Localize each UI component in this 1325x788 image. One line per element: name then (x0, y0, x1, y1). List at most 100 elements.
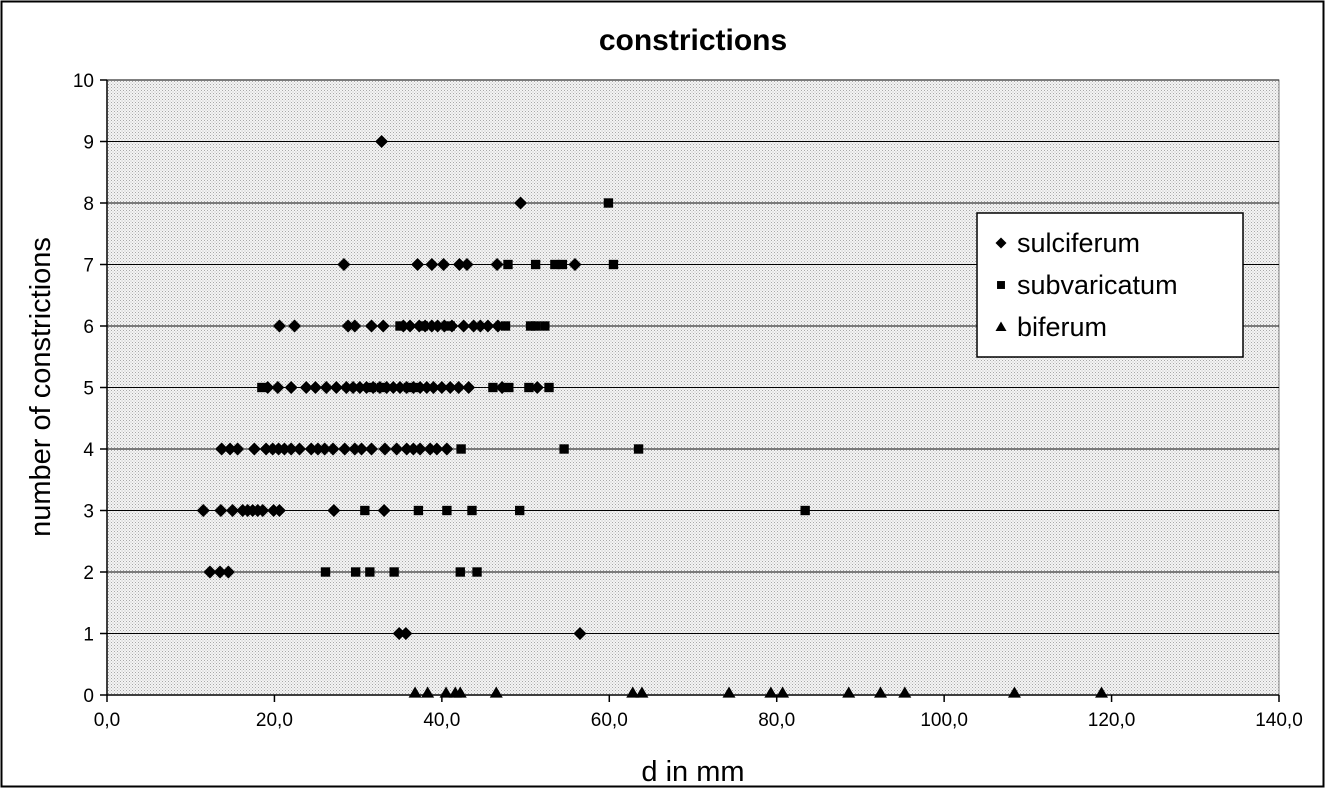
data-point-diamond (514, 196, 528, 210)
y-tick-label: 10 (73, 71, 94, 92)
data-point-diamond (376, 319, 390, 333)
data-point-diamond (386, 381, 400, 394)
data-point-diamond (346, 381, 360, 394)
data-point-square (442, 505, 452, 516)
data-point-square (472, 567, 482, 577)
data-point-diamond (299, 381, 313, 394)
data-point-diamond (348, 442, 362, 456)
data-point-diamond (337, 258, 351, 271)
y-tick-label: 2 (83, 563, 94, 584)
data-point-square (403, 382, 414, 393)
data-point-diamond (272, 319, 286, 333)
x-axis-ticks: 0,0 20,0 40,0 60,0 80,0 100,0 120,0 140,0 (94, 695, 1303, 731)
data-point-square (413, 505, 424, 516)
data-point-diamond (304, 442, 318, 456)
data-point-diamond (214, 504, 228, 517)
data-point-triangle (764, 686, 778, 698)
data-point-diamond (437, 258, 451, 271)
chart-title: constrictions (599, 24, 787, 57)
data-point-square (530, 321, 541, 331)
legend-label: sulciferum (1017, 228, 1140, 258)
data-point-triangle (722, 686, 736, 698)
data-point-diamond (425, 258, 439, 271)
data-point-diamond (338, 442, 352, 456)
y-tick-label: 1 (83, 625, 94, 646)
x-tick-label: 100,0 (920, 710, 968, 731)
data-point-diamond (377, 504, 391, 517)
data-point-square (488, 382, 498, 393)
y-tick-label: 6 (83, 317, 94, 338)
data-point-diamond (467, 319, 481, 333)
data-point-diamond (293, 442, 307, 456)
x-tick-label: 60,0 (591, 710, 628, 731)
data-point-diamond (247, 442, 261, 456)
data-point-square (633, 444, 644, 454)
legend-marker-diamond (995, 237, 1007, 249)
data-point-diamond (341, 319, 355, 333)
legend-marker-square (997, 281, 1005, 289)
data-point-square (525, 321, 536, 331)
data-point-square (412, 382, 422, 393)
data-point-diamond (319, 381, 333, 394)
legend-label: biferum (1017, 312, 1107, 342)
data-point-diamond (277, 442, 291, 456)
data-point-square (350, 567, 361, 577)
data-point-square (544, 382, 554, 393)
x-tick-label: 120,0 (1088, 710, 1136, 731)
data-point-diamond (365, 442, 379, 456)
legend-item-biferum: biferum (995, 312, 1107, 342)
data-point-diamond (308, 381, 322, 394)
data-point-diamond (452, 258, 466, 271)
data-point-triangle (842, 686, 856, 698)
data-point-diamond (311, 442, 325, 456)
data-point-diamond (490, 258, 504, 271)
data-point-square (389, 567, 399, 577)
series-biferum (408, 686, 1109, 698)
x-tick-label: 20,0 (256, 710, 293, 731)
data-point-diamond (231, 442, 245, 456)
data-point-diamond (400, 442, 414, 456)
data-point-square (515, 505, 525, 516)
data-point-triangle (489, 686, 503, 698)
data-point-diamond (221, 565, 235, 579)
data-point-diamond (406, 442, 420, 456)
y-tick-label: 4 (83, 440, 94, 461)
data-point-diamond (196, 504, 210, 517)
legend-item-subvaricatum: subvaricatum (997, 270, 1178, 300)
data-point-diamond (403, 319, 417, 333)
data-point-diamond (462, 381, 476, 394)
data-point-square (603, 198, 614, 208)
data-point-triangle (408, 686, 422, 698)
data-point-diamond (430, 442, 444, 456)
data-point-triangle (898, 686, 912, 698)
data-point-triangle (635, 686, 649, 698)
y-tick-label: 9 (83, 133, 94, 154)
y-tick-label: 8 (83, 194, 94, 215)
series-sulciferum (196, 135, 587, 640)
data-point-square (365, 567, 375, 577)
data-point-diamond (423, 442, 437, 456)
data-point-triangle (626, 686, 640, 698)
data-point-diamond (443, 381, 457, 394)
data-point-triangle (439, 686, 453, 698)
data-point-diamond (272, 504, 286, 517)
x-tick-label: 80,0 (758, 710, 795, 731)
data-point-diamond (256, 504, 270, 517)
x-tick-label: 40,0 (423, 710, 460, 731)
data-point-diamond (203, 565, 217, 579)
data-point-square (608, 259, 619, 270)
data-point-square (559, 444, 569, 454)
data-point-diamond (375, 135, 389, 148)
y-axis-ticks: 0 1 2 3 4 5 6 7 8 9 10 (73, 71, 107, 707)
x-axis-title: d in mm (641, 756, 744, 788)
data-points (196, 135, 1109, 698)
y-tick-label: 5 (83, 379, 94, 400)
data-point-diamond (326, 442, 340, 456)
legend-marker-triangle (995, 321, 1007, 331)
data-point-diamond (329, 381, 343, 394)
data-point-diamond (440, 442, 454, 456)
data-point-diamond (327, 504, 341, 517)
data-point-diamond (215, 442, 229, 456)
data-point-diamond (378, 442, 392, 456)
